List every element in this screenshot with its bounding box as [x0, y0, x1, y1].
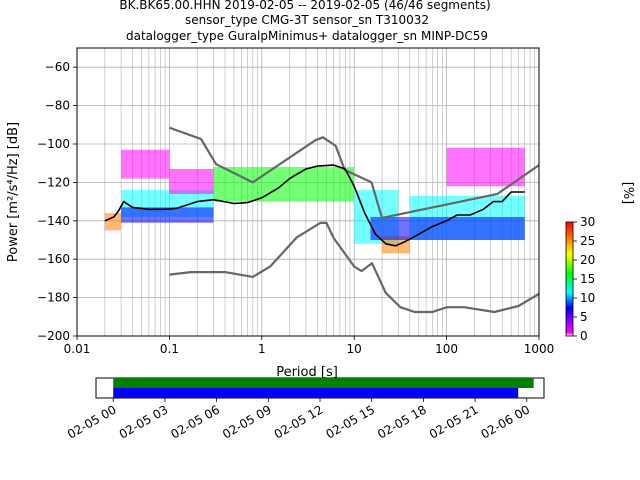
x-tick-label: 1: [258, 342, 266, 356]
noise-models: [169, 126, 539, 314]
colorbar: [565, 221, 574, 337]
coverage-tick-label: 02-05 12: [272, 402, 326, 441]
mode-line-path: [104, 164, 525, 247]
y-tick-label: −140: [37, 214, 70, 228]
heatmap-cell: [104, 213, 122, 231]
y-tick-label: −180: [37, 291, 70, 305]
heatmap-cell: [169, 168, 214, 194]
colorbar-tick-label: 5: [580, 310, 588, 324]
x-tick-label: 1000: [524, 342, 555, 356]
coverage-tick-label: 02-05 03: [117, 402, 171, 441]
colorbar-tick-label: 15: [580, 272, 595, 286]
x-tick-label: 0.01: [64, 342, 91, 356]
x-tick-label: 0.1: [160, 342, 179, 356]
mode-line: [104, 164, 525, 247]
high-noise-model-line: [169, 126, 539, 219]
y-tick-label: −120: [37, 175, 70, 189]
heatmap-cell: [121, 149, 170, 179]
y-tick-label: −80: [45, 99, 70, 113]
colorbar-tick-label: 0: [580, 329, 588, 343]
coverage-tick-label: 02-05 09: [220, 402, 274, 441]
y-tick-label: −60: [45, 60, 70, 74]
chart-title-line-3: datalogger_type GuralpMinimus+ datalogge…: [126, 29, 488, 43]
heatmap-cell: [370, 216, 525, 240]
coverage-tick-label: 02-06 00: [479, 402, 533, 441]
colorbar-tick-label: 25: [580, 234, 595, 248]
y-axis-label: Power [m²/s⁴/Hz] [dB]: [6, 122, 21, 262]
coverage-bar: [113, 388, 519, 398]
y-tick-label: −100: [37, 137, 70, 151]
coverage-tick-label: 02-05 00: [65, 402, 119, 441]
coverage-tick-label: 02-05 06: [168, 402, 222, 441]
coverage-bar: [113, 378, 534, 388]
colorbar-ticks: 0 5 10 15 20 25 30: [573, 215, 595, 343]
y-axis-ticks: −200 −180 −160 −140 −120 −100 −80 −60: [37, 60, 77, 343]
low-noise-model-line: [169, 221, 539, 314]
colorbar-tick-label: 20: [580, 253, 595, 267]
coverage-tick-label: 02-05 21: [427, 402, 481, 441]
chart-title-line-1: BK.BK65.00.HHN 2019-02-05 -- 2019-02-05 …: [119, 0, 490, 12]
chart-title-line-2: sensor_type CMG-3T sensor_sn T310032: [185, 13, 429, 27]
main-plot-frame: [76, 47, 540, 337]
x-axis-label: Period [s]: [276, 365, 338, 380]
colorbar-tick-label: 30: [580, 215, 595, 229]
heatmap-cell: [446, 147, 525, 187]
coverage-tick-label: 02-05 15: [323, 402, 377, 441]
heatmap-cell: [121, 207, 214, 223]
coverage-tick-label: 02-05 18: [375, 402, 429, 441]
y-tick-label: −160: [37, 252, 70, 266]
x-tick-label: 100: [435, 342, 458, 356]
x-tick-label: 10: [347, 342, 362, 356]
x-axis-ticks: 0.01 0.1 1 10 100 1000: [64, 336, 555, 356]
colorbar-tick-label: 10: [580, 291, 595, 305]
y-tick-label: −200: [37, 329, 70, 343]
colorbar-label: [%]: [620, 182, 635, 205]
